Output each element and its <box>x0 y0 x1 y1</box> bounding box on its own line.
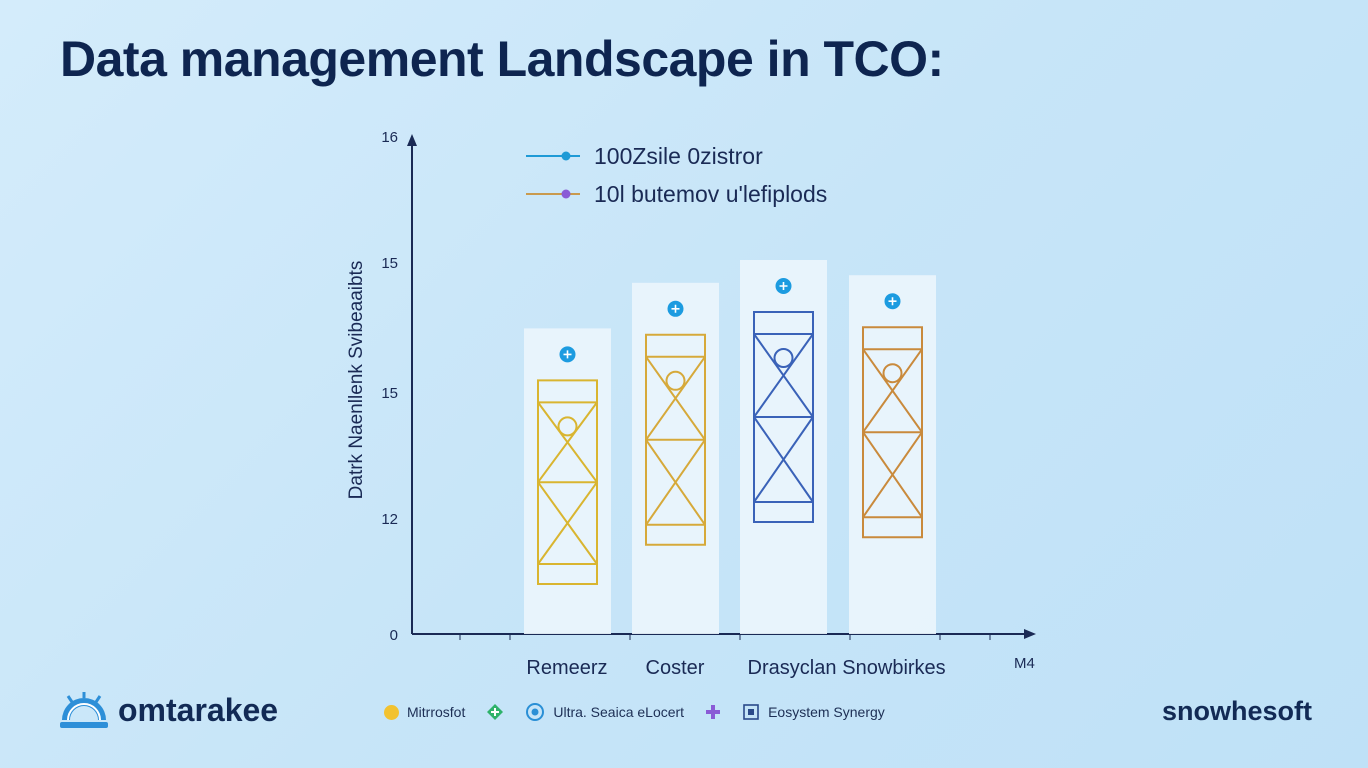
gear-circle-icon <box>526 703 545 721</box>
bottom-legend: Mitrrosfot Ultra. Seaica eLocert Eosyste… <box>384 702 897 722</box>
legend-label-1: 100Zsile 0zistror <box>594 143 763 169</box>
brand-left-name: omtarakee <box>118 691 279 728</box>
legend-marker-2 <box>561 189 571 199</box>
bottom-legend-item: Ultra. Seaica eLocert <box>525 702 684 722</box>
bottom-legend-label: Mitrrosfot <box>407 704 466 720</box>
bar-tower-glyph <box>537 379 598 585</box>
y-tick-label: 12 <box>381 511 398 528</box>
brand-right: snowhesoft <box>1161 696 1312 726</box>
x-tick-label: Snowbirkes <box>842 657 945 679</box>
page-title: Data management Landscape in TCO: <box>60 31 944 87</box>
bar-marker-plus <box>888 297 897 306</box>
y-tick-label: 15 <box>381 255 398 272</box>
y-tick-label: 16 <box>381 129 398 146</box>
bottom-legend-item <box>485 702 505 722</box>
x-minor-ticks <box>459 634 991 640</box>
square-box-icon <box>743 704 759 720</box>
x-tick-label: Coster <box>646 657 705 679</box>
legend-label-2: 10l butemov u'lefiplods <box>594 181 827 207</box>
plus-diamond-icon <box>487 704 504 720</box>
bar-marker-plus <box>779 282 788 290</box>
bottom-legend-item: Eosystem Synergy <box>742 703 885 721</box>
bars <box>524 260 936 634</box>
bottom-legend-item: Mitrrosfot <box>384 704 465 720</box>
bar-marker-plus <box>563 350 572 359</box>
x-axis-arrow <box>1024 629 1036 639</box>
brand-left: omtarakee <box>58 688 278 732</box>
bottom-legend-label: Eosystem Synergy <box>768 704 885 720</box>
y-tick-label: 0 <box>390 627 398 644</box>
x-tick-label: Remeerz <box>526 657 607 679</box>
bar-tower-glyph <box>753 311 814 523</box>
y-axis-title: Datrk Naenllenk Svibeaaibts <box>346 261 367 500</box>
bottom-legend-item <box>704 703 722 721</box>
plus-cross-icon <box>706 705 721 719</box>
bar-tower-glyph <box>862 326 923 539</box>
bottom-legend-label: Ultra. Seaica eLocert <box>553 704 685 720</box>
y-axis-arrow <box>407 134 417 146</box>
x-tick-label: Drasyclan <box>748 657 837 679</box>
x-end-label: M4 <box>1014 655 1035 672</box>
bar-marker-plus <box>671 304 680 313</box>
rainbow-logo-icon <box>60 692 108 728</box>
y-tick-label: 15 <box>381 385 398 402</box>
chart-legend: 100Zsile 0zistror 10l butemov u'lefiplod… <box>526 143 827 207</box>
bar-tower-glyph <box>645 333 706 546</box>
legend-marker-1 <box>561 151 571 161</box>
circle-dot-icon <box>384 704 399 720</box>
